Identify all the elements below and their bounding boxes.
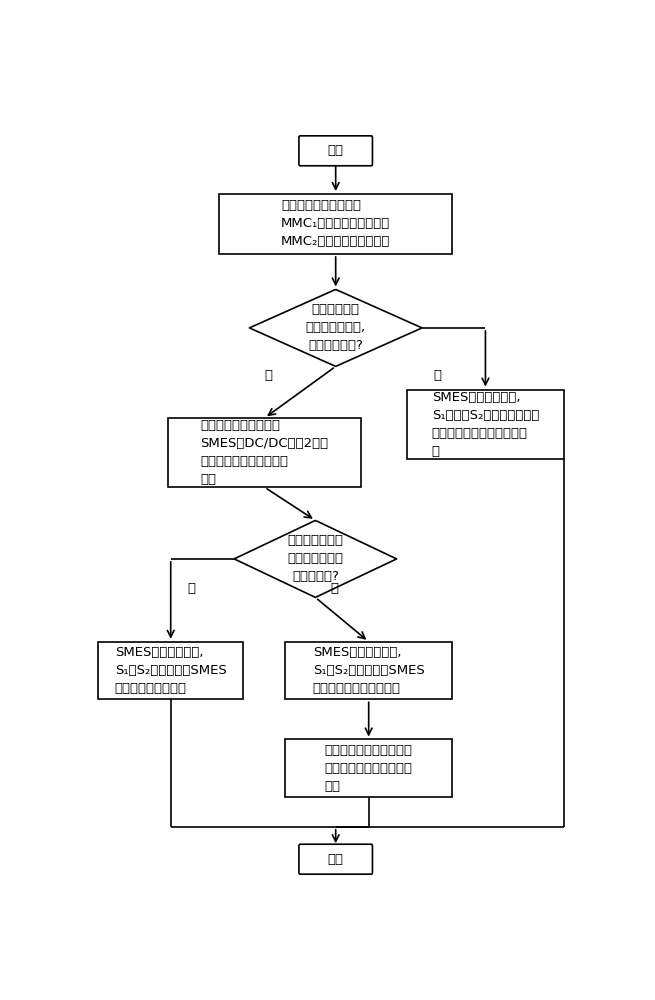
Text: SMES处于待机模式,
S₁打开，S₂关断，配电系统
在原有的工作方式下稳定运
行: SMES处于待机模式, S₁打开，S₂关断，配电系统 在原有的工作方式下稳定运 … xyxy=(432,391,539,458)
Text: 基于无差拍预测控制的
SMES中DC/DC控制2个绝
缘栅双极晶体管的导通与
关断: 基于无差拍预测控制的 SMES中DC/DC控制2个绝 缘栅双极晶体管的导通与 关… xyxy=(200,419,329,486)
Text: 是: 是 xyxy=(265,369,272,382)
Text: 柔性直流配电系统不平衡
功率得到消纳，系统稳定
运行: 柔性直流配电系统不平衡 功率得到消纳，系统稳定 运行 xyxy=(325,744,413,793)
Bar xyxy=(407,390,564,459)
Text: 结束: 结束 xyxy=(328,853,344,866)
FancyBboxPatch shape xyxy=(299,844,373,874)
Text: 直流配电系统
是否受到小干扰,
存在直流振荡?: 直流配电系统 是否受到小干扰, 存在直流振荡? xyxy=(306,303,365,352)
FancyBboxPatch shape xyxy=(299,136,373,166)
Bar xyxy=(285,739,453,797)
Text: 否: 否 xyxy=(433,369,441,382)
Text: 开始: 开始 xyxy=(328,144,344,157)
Bar xyxy=(285,642,453,699)
Bar xyxy=(168,418,361,487)
Text: 建立柔性直流配电系统
MMC₁采用定直流电压控制
MMC₂采用定有功功率控制: 建立柔性直流配电系统 MMC₁采用定直流电压控制 MMC₂采用定有功功率控制 xyxy=(281,199,390,248)
Text: 否: 否 xyxy=(331,582,339,595)
Text: SMES处于充电模式,
S₁、S₂同时开通，SMES
吸收配电系统多余的功率: SMES处于充电模式, S₁、S₂同时开通，SMES 吸收配电系统多余的功率 xyxy=(313,646,424,695)
Text: 是: 是 xyxy=(187,582,195,595)
Text: 直流配电系统直
流电网的传输功
率是否减少?: 直流配电系统直 流电网的传输功 率是否减少? xyxy=(288,534,343,583)
Text: SMES处于放电模式,
S₁、S₂同时关断，SMES
向配电系统传输功率: SMES处于放电模式, S₁、S₂同时关断，SMES 向配电系统传输功率 xyxy=(115,646,227,695)
Bar xyxy=(98,642,243,699)
Bar xyxy=(219,194,453,254)
